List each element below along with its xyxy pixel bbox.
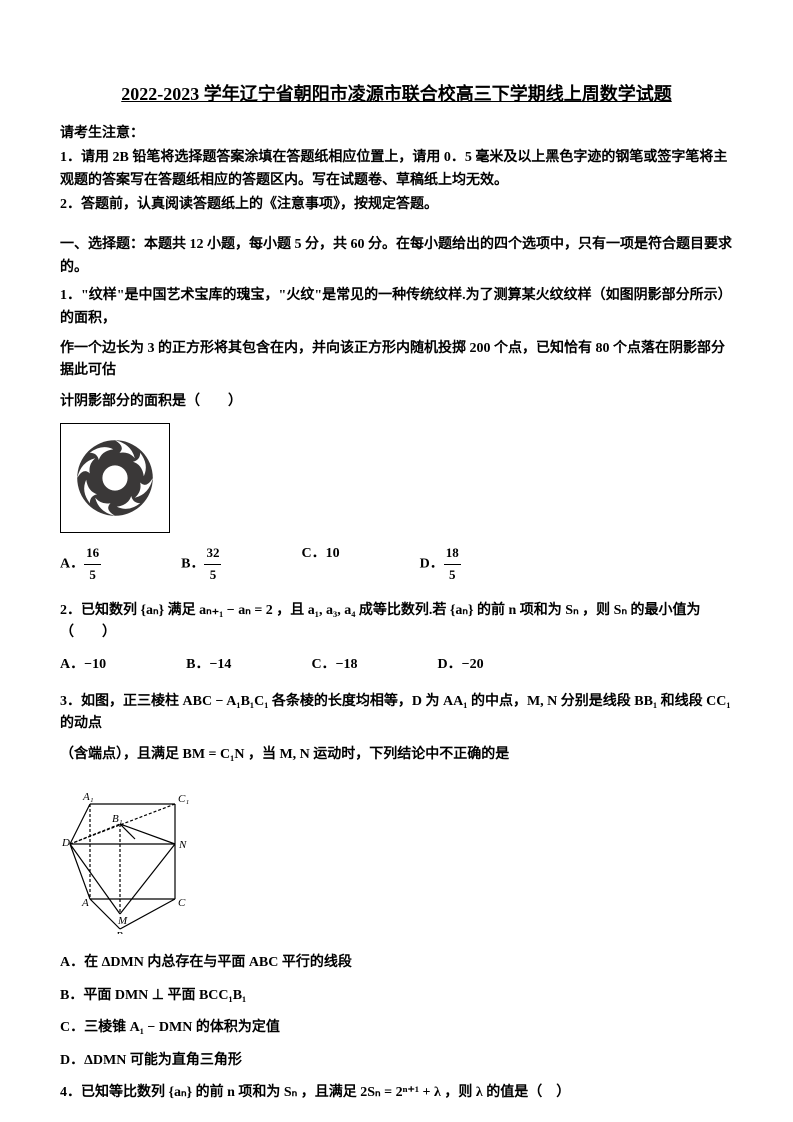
svg-text:A₁: A₁ (82, 791, 94, 803)
q1-option-d: D．185 (420, 543, 461, 586)
notice-item-1: 1．请用 2B 铅笔将选择题答案涂填在答题纸相应位置上，请用 0．5 毫米及以上… (60, 147, 733, 192)
q3-prism-icon: A₁ C₁ B₁ D N A C B M (60, 784, 200, 934)
q3-option-a: A．在 ΔDMN 内总存在与平面 ABC 平行的线段 (60, 952, 733, 974)
q2-text: 2．已知数列 {aₙ} 满足 aₙ₊₁ − aₙ = 2 ，且 a₁, a₃, … (60, 600, 733, 645)
q1-option-c: C．10 (301, 543, 339, 586)
q2-option-d: D．−20 (438, 654, 484, 676)
q1-option-a: A．165 (60, 543, 101, 586)
q1-line3: 计阴影部分的面积是（ ） (60, 391, 733, 413)
svg-text:B₁: B₁ (112, 813, 123, 825)
q2-option-c: C．−18 (311, 654, 357, 676)
q2-options: A．−10 B．−14 C．−18 D．−20 (60, 654, 733, 676)
q1-line1: 1．"纹样"是中国艺术宝库的瑰宝，"火纹"是常见的一种传统纹样.为了测算某火纹纹… (60, 285, 733, 330)
svg-text:A: A (81, 897, 89, 909)
section-1-header: 一、选择题：本题共 12 小题，每小题 5 分，共 60 分。在每小题给出的四个… (60, 234, 733, 279)
page-title: 2022-2023 学年辽宁省朝阳市凌源市联合校高三下学期线上周数学试题 (60, 80, 733, 109)
notice-item-2: 2．答题前，认真阅读答题纸上的《注意事项》，按规定答题。 (60, 194, 733, 216)
q1-line2: 作一个边长为 3 的正方形将其包含在内，并向该正方形内随机投掷 200 个点，已… (60, 338, 733, 383)
q3-line1: 3．如图，正三棱柱 ABC − A₁B₁C₁ 各条棱的长度均相等，D 为 AA₁… (60, 691, 733, 736)
q1-option-b: B．325 (181, 543, 221, 586)
svg-text:D: D (61, 837, 70, 849)
q3-option-d: D．ΔDMN 可能为直角三角形 (60, 1050, 733, 1072)
svg-text:C₁: C₁ (178, 793, 189, 805)
q3-option-b: B．平面 DMN ⊥ 平面 BCC₁B₁ (60, 985, 733, 1007)
q1-figure (60, 423, 170, 533)
svg-text:C: C (178, 897, 186, 909)
svg-text:M: M (117, 915, 128, 927)
svg-text:N: N (178, 839, 187, 851)
q1-options: A．165 B．325 C．10 D．185 (60, 543, 733, 586)
q3-line2: （含端点），且满足 BM = C₁N ，当 M, N 运动时，下列结论中不正确的… (60, 744, 733, 766)
q2-option-b: B．−14 (186, 654, 231, 676)
notice-header: 请考生注意： (60, 123, 733, 145)
svg-text:B: B (116, 930, 123, 934)
q3-option-c: C．三棱锥 A₁ − DMN 的体积为定值 (60, 1017, 733, 1039)
q2-option-a: A．−10 (60, 654, 106, 676)
fire-pattern-icon (70, 433, 160, 523)
q4-text: 4．已知等比数列 {aₙ} 的前 n 项和为 Sₙ ，且满足 2Sₙ = 2ⁿ⁺… (60, 1082, 733, 1104)
